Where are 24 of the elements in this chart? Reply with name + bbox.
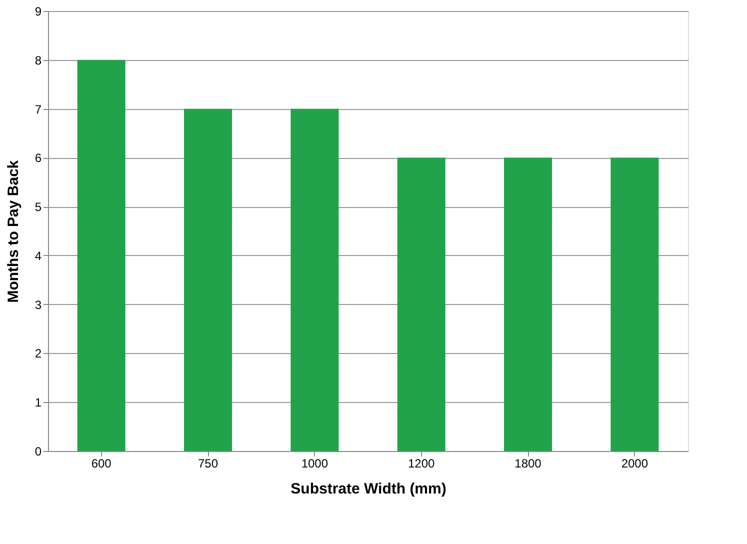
y-tick-label: 6 — [34, 151, 42, 166]
bar — [397, 158, 446, 451]
y-axis-title: Months to Pay Back — [4, 160, 22, 303]
y-tick-label: 3 — [34, 298, 42, 312]
x-tick-label: 600 — [91, 456, 112, 470]
x-tick-label: 1200 — [408, 456, 436, 470]
bar — [610, 158, 659, 451]
bar — [290, 108, 339, 451]
bar — [184, 108, 232, 451]
y-tick-label: 4 — [34, 248, 42, 263]
y-tick-label: 9 — [34, 4, 42, 18]
bar — [77, 60, 126, 451]
y-tick-label: 7 — [34, 102, 42, 116]
y-tick-label: 0 — [34, 444, 42, 458]
x-tick-label: 1000 — [301, 456, 328, 470]
y-tick-label: 5 — [34, 200, 42, 214]
x-axis-title: Substrate Width (mm) — [290, 480, 446, 498]
x-tick-label: 750 — [198, 456, 218, 470]
x-tick-label: 1800 — [514, 456, 542, 470]
x-tick-label: 2000 — [621, 456, 648, 470]
y-tick-label: 8 — [34, 53, 42, 68]
bar — [504, 158, 552, 451]
y-tick-label: 2 — [34, 346, 42, 361]
y-tick-label: 1 — [34, 396, 42, 410]
